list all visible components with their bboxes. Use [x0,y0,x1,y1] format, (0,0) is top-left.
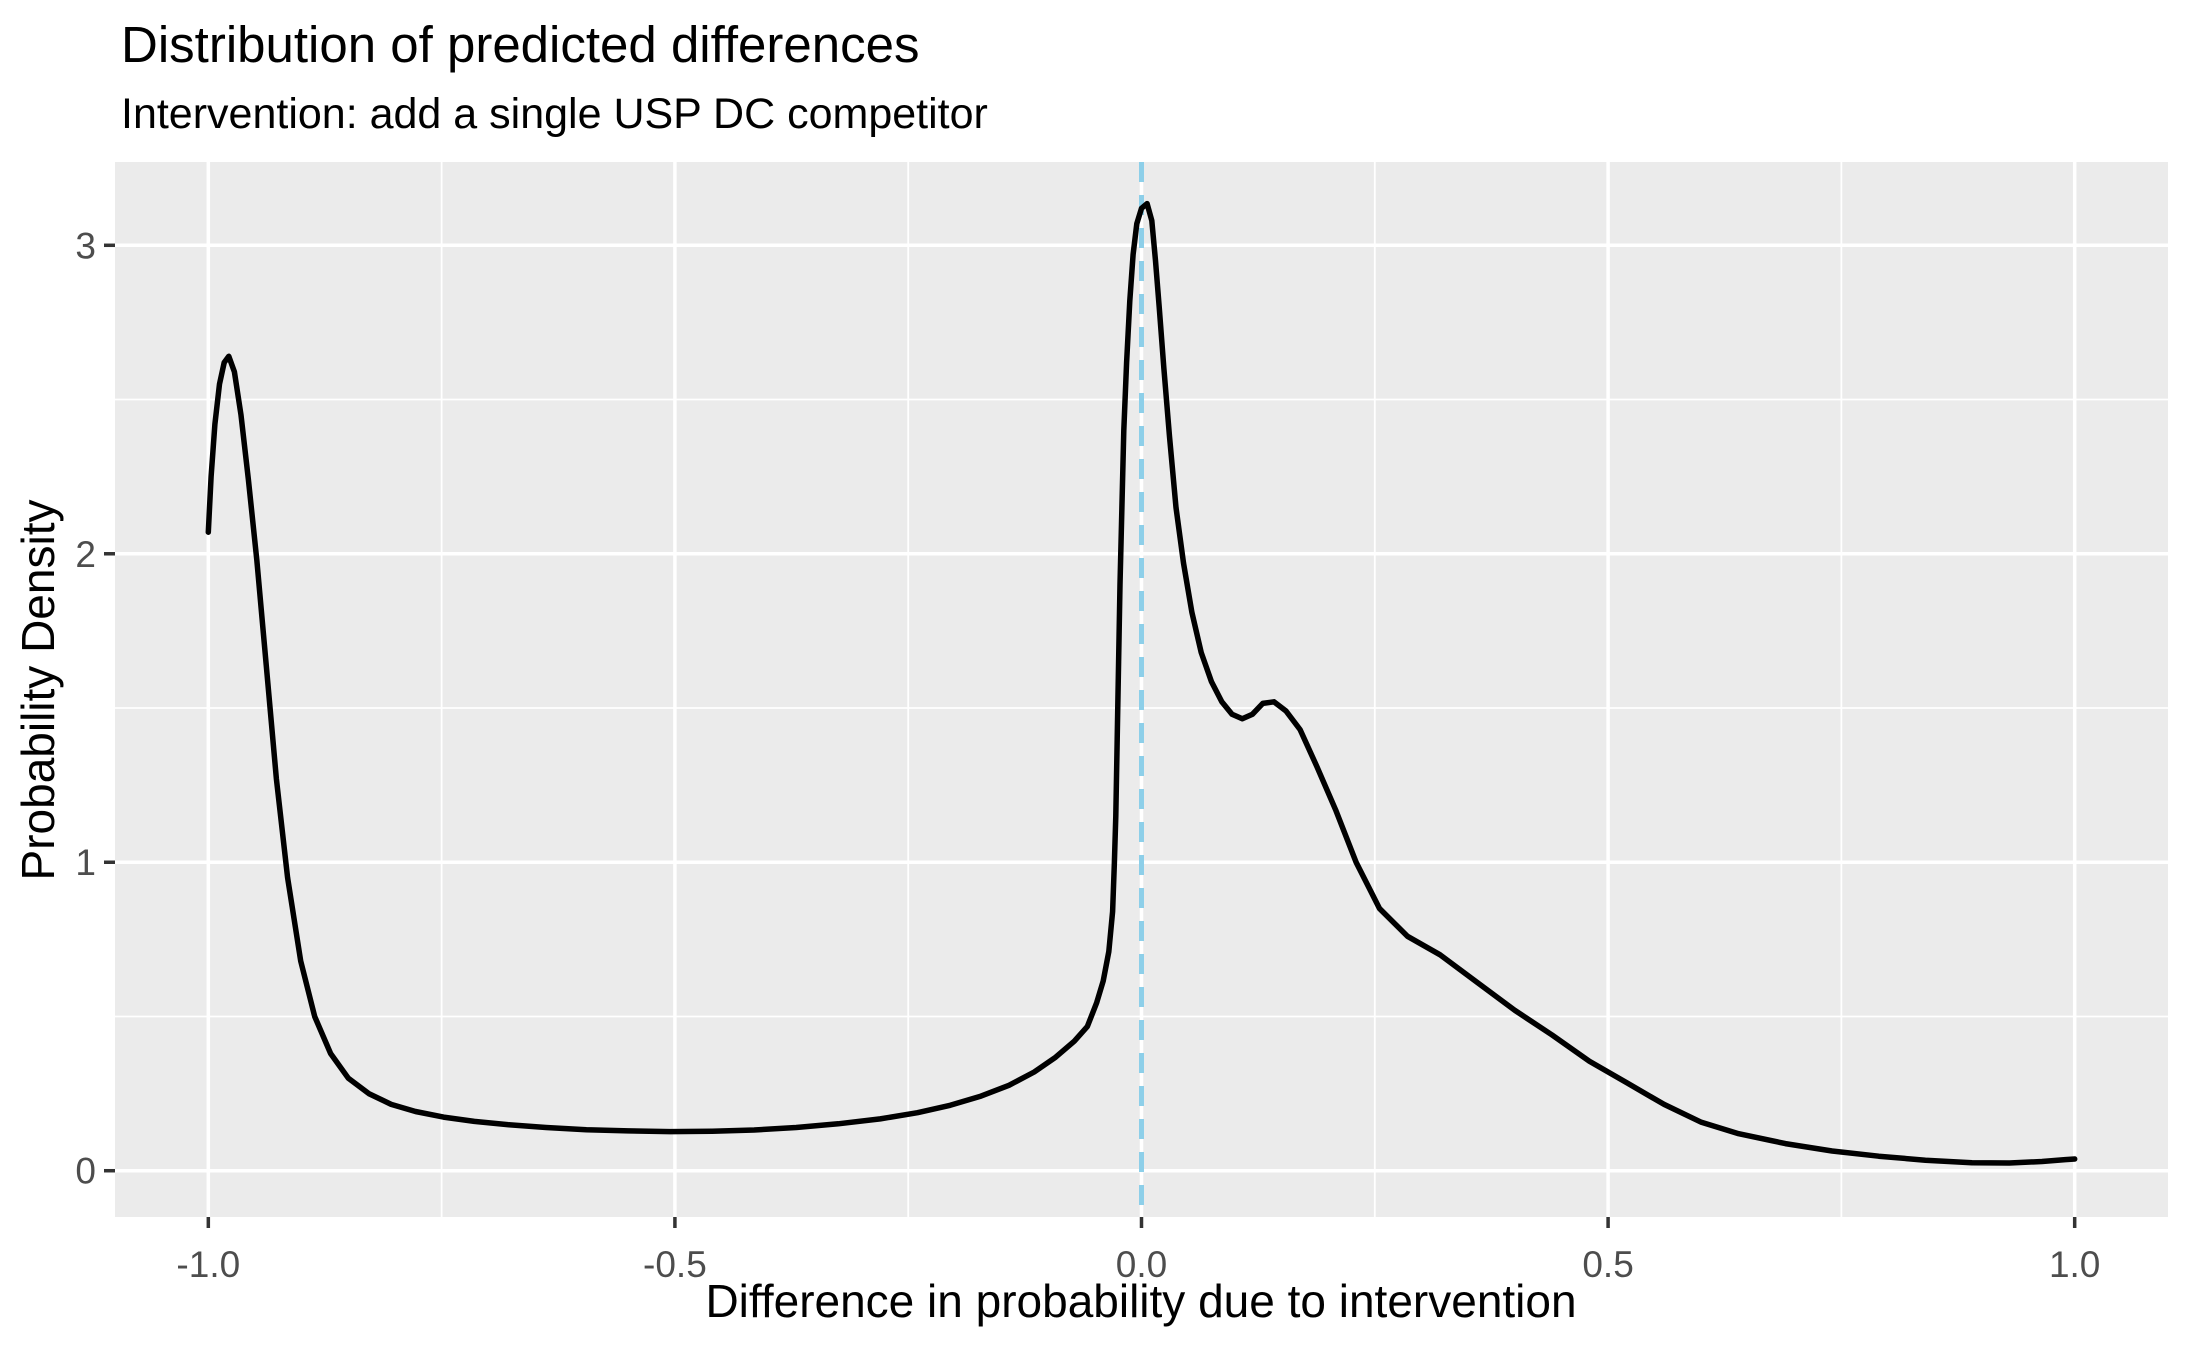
x-tick-label: 1.0 [2049,1244,2100,1285]
y-tick-label: 3 [75,225,96,266]
x-tick-label: -1.0 [176,1244,240,1285]
plot-title: Distribution of predicted differences [121,16,920,73]
y-axis-title: Probability Density [12,500,64,881]
x-axis-title: Difference in probability due to interve… [705,1275,1576,1327]
x-tick-label: -0.5 [643,1244,707,1285]
x-tick-label: 0.0 [1116,1244,1167,1285]
y-tick-label: 1 [75,842,96,883]
plot-subtitle: Intervention: add a single USP DC compet… [121,90,988,138]
y-tick-label: 0 [75,1151,96,1192]
density-curve [205,200,2078,1166]
x-tick-label: 0.5 [1582,1244,1633,1285]
panel-layer: -1.0 -0.5 0.0 0.5 1.0 0 1 2 3 [75,162,2168,1285]
y-tick-label: 2 [75,534,96,575]
